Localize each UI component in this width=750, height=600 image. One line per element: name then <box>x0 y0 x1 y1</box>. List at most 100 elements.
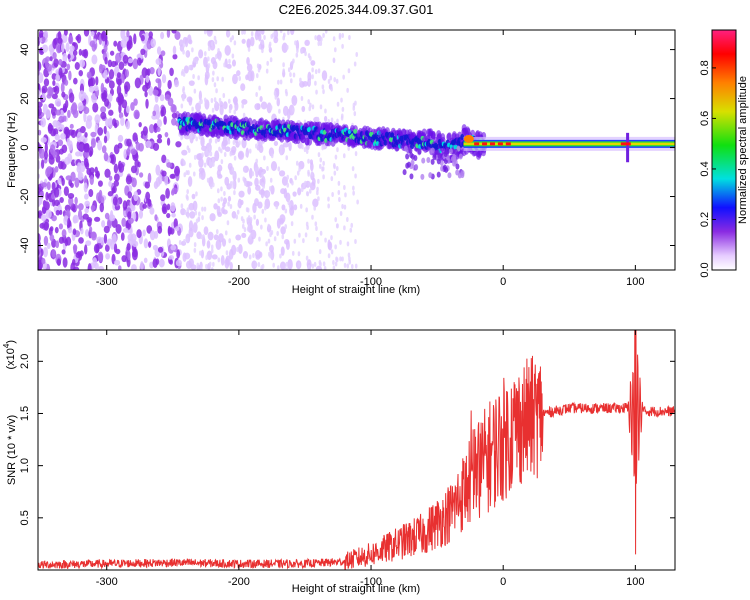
spectrogram-tail-mark <box>436 171 441 178</box>
spectrogram-noise-mark <box>188 162 192 168</box>
spectrogram-noise-mark <box>83 157 89 168</box>
spectrogram-noise-mark <box>117 142 123 149</box>
spectrogram-noise-mark <box>316 190 319 196</box>
spectrogram-noise-mark <box>138 210 144 219</box>
spectrogram-noise-mark <box>72 244 78 252</box>
spectrogram-noise-mark <box>199 250 202 256</box>
spectrogram-noise-mark <box>216 188 220 194</box>
spectrogram-noise-mark <box>214 39 218 45</box>
spectrogram-noise-mark <box>209 151 213 157</box>
spectrogram-noise-mark <box>248 167 253 179</box>
spectrogram-noise-mark <box>261 263 265 269</box>
spectrogram-noise-mark <box>319 104 323 110</box>
spectrogram-noise-mark <box>282 142 290 148</box>
spectrogram-noise-mark <box>255 73 259 79</box>
spectrogram-noise-mark <box>215 88 218 94</box>
spectrogram-noise-mark <box>198 211 201 217</box>
spectrogram-noise-mark <box>67 153 73 164</box>
spectrogram-noise-mark <box>156 126 161 133</box>
spectrogram-noise-mark <box>74 62 80 70</box>
spectrogram-noise-mark <box>201 206 204 212</box>
spectrogram-noise-mark <box>231 167 235 173</box>
spectrogram-noise-mark <box>80 126 86 134</box>
spectrogram-noise-mark <box>84 207 89 214</box>
spectrogram-noise-mark <box>339 239 342 245</box>
spectrogram-noise-mark <box>281 42 288 54</box>
spectrogram-noise-mark <box>265 68 269 74</box>
spectrogram-noise-mark <box>100 106 107 113</box>
spectrogram-noise-mark <box>70 262 76 270</box>
spectrogram-noise-mark <box>65 175 72 181</box>
spectrogram-noise-mark <box>182 96 185 102</box>
spectrogram-noise-mark <box>344 192 347 198</box>
spectrogram-ridge-halo <box>421 128 427 137</box>
spectrogram-noise-mark <box>184 209 187 215</box>
spectrogram-noise-mark <box>223 62 226 68</box>
spectrogram-noise-mark <box>56 258 61 266</box>
spectrogram-noise-mark <box>192 200 198 212</box>
spectrogram-noise-mark <box>97 127 104 136</box>
spectrogram-tail-mark <box>428 172 433 179</box>
spectrogram-noise-mark <box>258 85 261 91</box>
spectrogram-noise-mark <box>322 160 325 166</box>
spectrogram-noise-mark <box>180 203 184 209</box>
spectrogram-noise-mark <box>348 256 351 262</box>
spectrogram-noise-mark <box>305 148 309 154</box>
spectrogram-noise-mark <box>272 32 275 38</box>
spectrogram-noise-mark <box>67 54 71 60</box>
spectrogram-noise-mark <box>41 36 46 43</box>
spectrogram-noise-mark <box>320 36 323 42</box>
spectrogram-noise-mark <box>116 96 120 103</box>
spectrogram-noise-mark <box>193 242 197 248</box>
spectrogram-noise-mark <box>333 164 336 170</box>
spectrogram-tone-peak <box>463 142 675 146</box>
spectrogram-noise-mark <box>89 226 93 233</box>
spectrogram-noise-mark <box>108 80 115 89</box>
spectrogram-ridge-halo <box>307 137 313 146</box>
spectrogram-noise-mark <box>127 211 132 220</box>
snr-x-axis: -300 -200 -100 0 100 <box>96 330 645 588</box>
spectrogram-noise-mark <box>287 67 291 73</box>
spectrogram-tone-max <box>474 142 480 146</box>
spectrogram-noise-mark <box>343 204 347 210</box>
spectrogram-noise-mark <box>207 46 211 52</box>
spectrogram-noise-mark <box>263 155 266 161</box>
snr-panel: -300 -200 -100 0 100 0.5 1.0 1.5 2.0 Height of … <box>2 329 676 595</box>
spectrogram-noise-mark <box>102 72 106 79</box>
spectrogram-noise-mark <box>317 41 321 47</box>
spectrogram-noise-mark <box>321 166 325 172</box>
spectrogram-noise-mark <box>121 73 125 84</box>
spectrogram-noise-mark <box>237 177 241 183</box>
spectrogram-noise-mark <box>209 213 216 222</box>
spectrogram-noise-mark <box>40 182 48 188</box>
spectrogram-noise-mark <box>247 46 251 52</box>
spectrogram-noise-mark <box>224 146 231 152</box>
spectrogram-noise-mark <box>205 255 208 261</box>
spectrogram-noise-mark <box>145 74 150 83</box>
spectrogram-noise-mark <box>269 177 273 183</box>
spectrogram-noise-mark <box>104 56 108 65</box>
spectrogram-noise-mark <box>278 170 286 177</box>
spectrogram-noise-mark <box>223 191 226 197</box>
spectrogram-noise-mark <box>322 174 325 180</box>
spectrogram-noise-mark <box>81 49 88 57</box>
spectrogram-noise-mark <box>322 89 325 95</box>
spectrogram-noise-mark <box>191 47 194 53</box>
spectrogram-noise-mark <box>188 258 195 267</box>
spectrogram-noise-mark <box>195 191 198 197</box>
spectrogram-noise-mark <box>254 198 259 207</box>
colorbar: 0.0 0.2 0.4 0.6 0.8 Normalized spectral ampl… <box>699 29 749 278</box>
spectrogram-noise-mark <box>49 55 53 62</box>
spectrogram-noise-mark <box>171 104 177 113</box>
spectrogram-noise-mark <box>305 221 309 227</box>
spectrogram-noise-mark <box>44 150 48 160</box>
spectrogram-noise-mark <box>265 241 268 247</box>
spectrogram-noise-mark <box>104 168 111 178</box>
spectrogram-xtick-label: -200 <box>228 276 250 288</box>
spectrogram-noise-mark <box>329 75 333 81</box>
spectrogram-noise-mark <box>341 32 345 38</box>
spectrogram-noise-mark <box>172 53 178 60</box>
spectrogram-noise-mark <box>57 139 64 147</box>
spectrogram-noise-mark <box>198 173 202 179</box>
spectrogram-noise-mark <box>90 131 97 138</box>
